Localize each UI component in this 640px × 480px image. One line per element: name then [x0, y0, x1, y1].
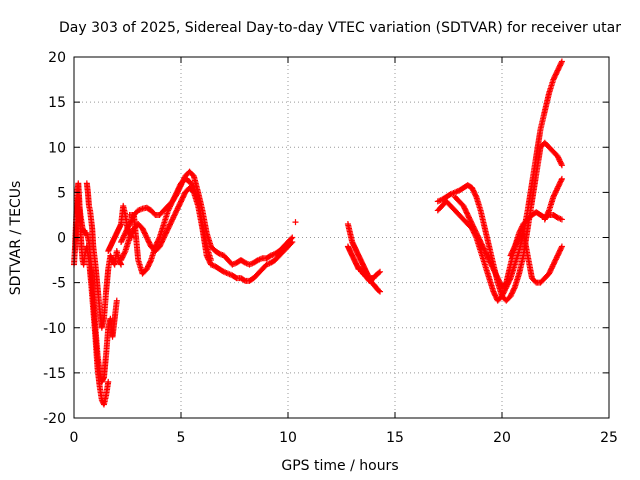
series-late-c: [451, 193, 565, 291]
y-tick-label: 10: [48, 140, 66, 156]
data-point-marker: [511, 285, 518, 292]
y-tick-label: 15: [48, 95, 66, 111]
data-point-marker: [288, 240, 295, 247]
x-axis-title: GPS time / hours: [281, 458, 398, 474]
y-axis-ticks: -20 -15 -10 -5 0 5 10 15 20: [43, 50, 609, 427]
y-tick-label: -10: [43, 321, 66, 337]
x-tick-label: 25: [600, 430, 618, 446]
data-point-marker: [558, 216, 565, 223]
data-point-marker: [558, 162, 565, 169]
data-point-marker: [155, 235, 162, 242]
data-point-marker: [207, 257, 214, 264]
data-point-marker: [377, 288, 384, 295]
data-point-marker: [558, 175, 565, 182]
x-tick-label: 0: [70, 430, 79, 446]
y-tick-label: -15: [43, 366, 66, 382]
y-tick-label: 0: [57, 231, 66, 247]
data-point-marker: [292, 219, 299, 226]
data-point-marker: [147, 258, 154, 265]
series-late-b: [434, 58, 565, 304]
series-late-e: [541, 175, 565, 223]
series-isolated: [292, 219, 299, 226]
series-mid-b: [344, 243, 384, 284]
data-point-marker: [377, 268, 384, 275]
data-point-marker: [289, 239, 296, 246]
x-tick-label: 20: [493, 430, 511, 446]
data-point-marker: [189, 183, 196, 190]
data-point-marker: [472, 192, 479, 199]
data-point-marker: [121, 249, 128, 256]
data-point-marker: [558, 244, 565, 251]
x-axis-ticks: 0 5 10 15 20 25: [70, 57, 618, 446]
data-point-marker: [375, 269, 382, 276]
series-late-d: [507, 229, 565, 286]
series-early-c: [83, 180, 125, 331]
series-day-c: [126, 175, 214, 277]
y-tick-label: 5: [57, 185, 66, 201]
data-point-marker: [375, 287, 382, 294]
y-tick-label: -5: [52, 276, 66, 292]
y-tick-label: -20: [43, 411, 66, 427]
grid-lines: [74, 57, 609, 418]
data-point-marker: [113, 297, 120, 304]
data-point-marker: [558, 177, 565, 184]
data-point-marker: [558, 161, 565, 168]
data-point-marker: [105, 378, 112, 385]
x-tick-label: 5: [177, 430, 186, 446]
x-tick-label: 10: [279, 430, 297, 446]
series-early-d: [105, 202, 135, 255]
data-point-marker: [545, 208, 552, 215]
y-tick-label: 20: [48, 50, 66, 66]
y-axis-title: SDTVAR / TECUs: [8, 181, 24, 296]
x-tick-label: 15: [386, 430, 404, 446]
series-early-b: [72, 193, 120, 385]
chart-title: Day 303 of 2025, Sidereal Day-to-day VTE…: [59, 20, 621, 36]
data-point-marker: [558, 58, 565, 65]
data-point-marker: [558, 59, 565, 66]
data-points: [71, 58, 565, 408]
data-point-marker: [558, 243, 565, 250]
